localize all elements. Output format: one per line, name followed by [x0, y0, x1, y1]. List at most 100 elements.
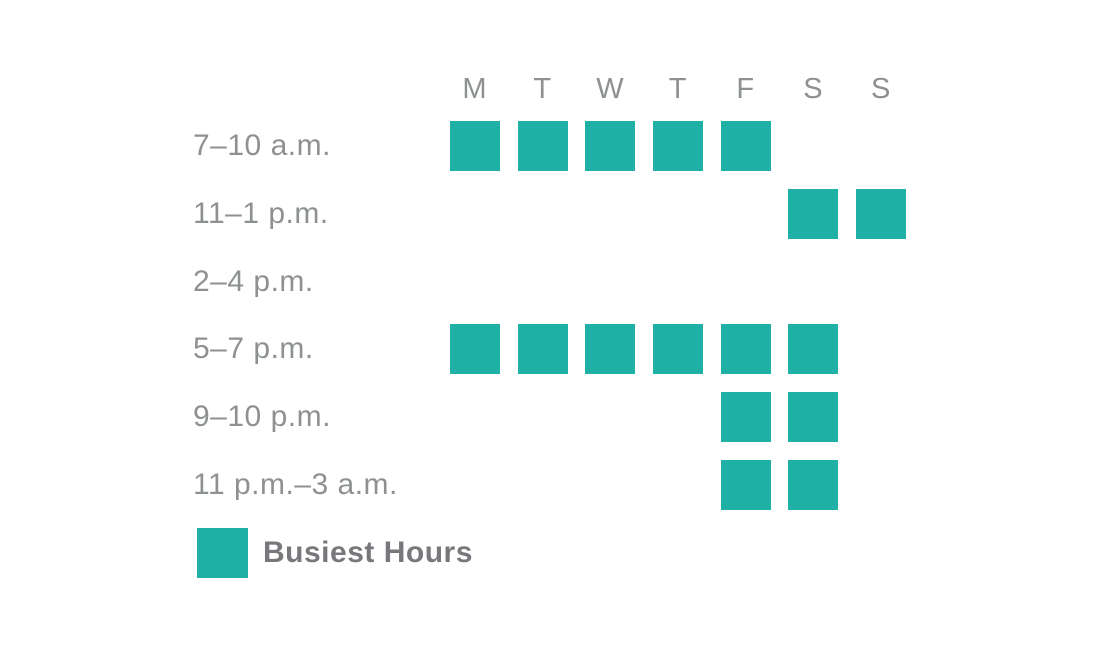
empty-hour-cell	[450, 189, 500, 239]
busy-hour-cell	[585, 324, 636, 375]
time-slot-label: 5–7 p.m.	[193, 332, 314, 366]
day-cell	[788, 188, 856, 257]
day-cell	[721, 257, 789, 325]
day-cell	[585, 189, 653, 257]
day-cell	[517, 121, 586, 189]
busy-hour-cell	[720, 121, 771, 171]
empty-hour-cell	[788, 257, 838, 307]
day-cell	[450, 392, 518, 460]
day-header-cell: M	[450, 72, 518, 106]
busy-hour-cell	[856, 188, 907, 239]
day-letter: T	[668, 73, 688, 105]
empty-hour-cell	[856, 392, 906, 442]
empty-hour-cell	[585, 392, 635, 442]
busy-hour-cell	[517, 121, 568, 171]
day-header-cell: S	[856, 72, 924, 106]
busiest-hours-chart: M T W T F S S 7–10 a.m. 11–1 p.m. 2–4 p.m. 5–7 p.…	[193, 72, 924, 579]
day-header-cell: W	[585, 72, 653, 106]
day-cell	[856, 121, 924, 189]
day-cell	[720, 121, 789, 189]
day-letter: S	[803, 73, 824, 105]
day-cell	[653, 121, 721, 189]
day-cell	[856, 257, 924, 325]
busy-hour-cell	[450, 324, 500, 375]
time-row: 11–1 p.m.	[193, 188, 924, 257]
empty-hour-cell	[518, 392, 568, 442]
empty-hour-cell	[450, 392, 500, 442]
empty-hour-cell	[585, 189, 635, 239]
busy-hour-cell	[720, 392, 771, 443]
empty-hour-cell	[653, 257, 703, 307]
day-header-cell: S	[788, 72, 856, 106]
busy-hour-cell	[788, 188, 839, 239]
time-row: 2–4 p.m.	[193, 257, 924, 325]
day-cell	[856, 460, 924, 528]
day-cell	[518, 189, 586, 257]
day-cell	[788, 324, 856, 392]
day-cell	[517, 324, 586, 392]
day-cell	[450, 460, 518, 528]
day-cell	[653, 189, 721, 257]
busy-hour-cell	[517, 324, 568, 375]
day-letter: T	[533, 73, 553, 105]
day-cell	[856, 324, 924, 392]
day-cell	[518, 460, 586, 528]
day-cell	[788, 121, 856, 189]
day-header-cell: T	[653, 72, 721, 106]
day-cell	[720, 459, 789, 528]
empty-hour-cell	[585, 257, 635, 307]
day-letter: S	[870, 73, 892, 105]
legend: Busiest Hours	[197, 528, 924, 579]
day-cell	[450, 324, 518, 392]
busy-hour-cell	[585, 121, 636, 171]
day-cell	[585, 257, 653, 325]
day-cell	[450, 257, 518, 325]
empty-hour-cell	[856, 460, 906, 510]
empty-hour-cell	[788, 121, 838, 171]
busy-hour-cell	[788, 459, 839, 510]
empty-hour-cell	[653, 460, 703, 510]
day-cell	[856, 392, 924, 460]
empty-hour-cell	[518, 460, 568, 510]
day-cell	[653, 324, 721, 392]
time-row: 5–7 p.m.	[193, 324, 924, 392]
time-slot-label: 2–4 p.m.	[193, 264, 314, 298]
day-cell	[720, 324, 789, 392]
empty-hour-cell	[721, 189, 771, 239]
day-cell	[788, 459, 856, 528]
busy-hour-cell	[720, 459, 771, 510]
empty-hour-cell	[450, 460, 500, 510]
busy-hour-cell	[653, 324, 704, 375]
empty-hour-cell	[856, 324, 906, 374]
day-cell	[856, 188, 924, 257]
day-letter: W	[596, 73, 625, 105]
day-cell	[518, 257, 586, 325]
day-cell	[653, 257, 721, 325]
day-letter: F	[736, 73, 756, 105]
empty-hour-cell	[518, 257, 568, 307]
time-row: 7–10 a.m.	[193, 121, 924, 189]
time-slot-label: 11–1 p.m.	[193, 196, 329, 230]
busy-hour-cell	[450, 121, 500, 171]
day-cell	[653, 392, 721, 460]
time-slot-label: 11 p.m.–3 a.m.	[193, 467, 398, 501]
day-cell	[788, 392, 856, 460]
day-cell	[450, 189, 518, 257]
time-slot-label: 7–10 a.m.	[193, 129, 331, 162]
day-cell	[788, 257, 856, 325]
day-cell	[518, 392, 586, 460]
day-cell	[585, 460, 653, 528]
empty-hour-cell	[856, 257, 906, 307]
empty-hour-cell	[721, 257, 771, 307]
day-cell	[585, 121, 653, 189]
day-cell	[585, 324, 653, 392]
busy-hour-cell	[788, 392, 839, 443]
empty-hour-cell	[450, 257, 500, 307]
empty-hour-cell	[653, 189, 703, 239]
day-header-cell: F	[721, 72, 789, 106]
busy-hour-cell	[788, 324, 839, 375]
day-cell	[720, 392, 789, 460]
busy-hour-cell	[720, 324, 771, 375]
empty-hour-cell	[518, 189, 568, 239]
